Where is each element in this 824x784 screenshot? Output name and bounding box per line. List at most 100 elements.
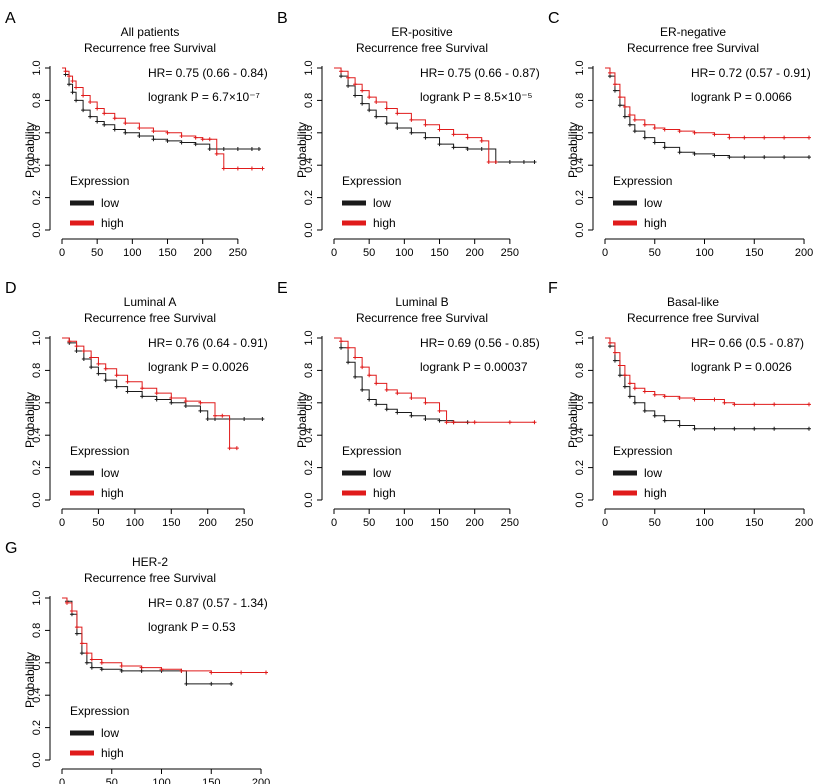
censor-mark-low xyxy=(367,108,372,113)
chart-title: HER-2 xyxy=(132,555,168,569)
legend-label-low: low xyxy=(101,726,119,740)
censor-mark-low xyxy=(74,631,79,636)
x-tick-label: 0 xyxy=(602,517,608,529)
censor-mark-low xyxy=(140,394,145,399)
censor-mark-low xyxy=(521,159,526,164)
censor-mark-high xyxy=(165,130,170,135)
censor-mark-low xyxy=(617,373,622,378)
censor-mark-high xyxy=(367,95,372,100)
x-tick-label: 150 xyxy=(162,517,180,529)
legend-title: Expression xyxy=(70,444,129,458)
censor-mark-low xyxy=(96,371,101,376)
censor-mark-high xyxy=(762,135,767,140)
x-tick-label: 0 xyxy=(59,777,65,784)
survival-curve-high xyxy=(334,337,535,423)
censor-mark-high xyxy=(472,420,477,425)
censor-mark-high xyxy=(722,400,727,405)
panel-c: C ER-negative Recurrence free Survival HR= … xyxy=(548,10,813,259)
y-tick-label: 0.0 xyxy=(574,492,586,507)
censor-mark-low xyxy=(67,82,72,87)
chart-subtitle: Recurrence free Survival xyxy=(84,571,216,585)
survival-curve-low xyxy=(62,337,263,420)
x-tick-label: 150 xyxy=(430,517,448,529)
hazard-ratio-label: HR= 0.72 (0.57 - 0.91) xyxy=(691,66,811,80)
censor-mark-low xyxy=(437,418,442,423)
censor-mark-low xyxy=(123,130,128,135)
censor-mark-low xyxy=(353,374,358,379)
censor-mark-low xyxy=(712,153,717,158)
censor-mark-high xyxy=(662,394,667,399)
censor-mark-low xyxy=(235,147,240,151)
censor-mark-high xyxy=(353,355,358,360)
censor-mark-low xyxy=(652,413,657,418)
x-tick-label: 150 xyxy=(430,247,448,259)
x-tick-label: 100 xyxy=(395,247,413,259)
y-tick-label: 0.6 xyxy=(303,395,315,410)
x-tick-label: 200 xyxy=(194,247,212,259)
censor-mark-low xyxy=(353,93,358,98)
panel-letter: G xyxy=(5,540,17,557)
y-tick-label: 0.8 xyxy=(303,363,315,378)
x-tick-label: 50 xyxy=(106,777,118,784)
censor-mark-low xyxy=(423,417,428,421)
censor-mark-high xyxy=(622,104,627,109)
censor-mark-low xyxy=(360,101,365,106)
x-tick-label: 100 xyxy=(123,247,141,259)
censor-mark-low xyxy=(229,681,234,686)
x-tick-label: 250 xyxy=(501,247,519,259)
censor-mark-high xyxy=(493,159,498,164)
censor-mark-high xyxy=(627,112,632,117)
censor-mark-high xyxy=(437,127,442,132)
y-tick-label: 0.2 xyxy=(303,460,315,475)
censor-mark-high xyxy=(677,129,682,134)
censor-mark-high xyxy=(374,381,379,386)
censor-mark-high xyxy=(395,111,400,116)
y-tick-label: 1.0 xyxy=(574,330,586,345)
censor-mark-high xyxy=(507,420,512,425)
y-tick-label: 0.6 xyxy=(303,125,315,140)
censor-mark-high xyxy=(742,135,747,140)
censor-mark-high xyxy=(207,137,212,142)
panel-a: A All patients Recurrence free Survival HR=… xyxy=(5,10,268,259)
censor-mark-high xyxy=(374,100,379,105)
censor-mark-low xyxy=(752,426,757,431)
censor-mark-high xyxy=(807,135,811,140)
censor-mark-high xyxy=(198,400,203,405)
censor-mark-low xyxy=(184,681,189,686)
x-tick-label: 0 xyxy=(331,247,337,259)
hazard-ratio-label: HR= 0.66 (0.5 - 0.87) xyxy=(691,336,804,350)
y-tick-label: 0.0 xyxy=(303,492,315,507)
censor-mark-high xyxy=(395,391,400,396)
censor-mark-high xyxy=(353,82,358,87)
censor-mark-low xyxy=(437,142,442,147)
censor-mark-low xyxy=(74,98,79,103)
survival-curve-low xyxy=(605,67,809,158)
survival-curve-high xyxy=(605,67,809,139)
censor-mark-high xyxy=(63,69,68,74)
censor-mark-high xyxy=(112,116,117,121)
censor-mark-high xyxy=(360,88,365,93)
censor-mark-low xyxy=(137,134,142,139)
censor-mark-high xyxy=(79,641,84,646)
censor-mark-high xyxy=(479,138,484,143)
legend-title: Expression xyxy=(613,174,672,188)
y-tick-label: 0.4 xyxy=(31,158,43,173)
censor-mark-low xyxy=(119,668,124,673)
y-tick-label: 0.2 xyxy=(31,720,43,735)
censor-mark-low xyxy=(205,417,210,421)
censor-mark-high xyxy=(367,373,372,378)
survival-curve-low xyxy=(62,67,259,150)
censor-mark-low xyxy=(617,103,622,108)
censor-mark-low xyxy=(384,121,389,126)
y-tick-label: 0.4 xyxy=(31,688,43,703)
x-tick-label: 150 xyxy=(202,777,220,784)
x-tick-label: 250 xyxy=(501,517,519,529)
censor-mark-low xyxy=(652,140,657,145)
x-tick-label: 200 xyxy=(199,517,217,529)
censor-mark-high xyxy=(451,420,456,425)
legend-label-high: high xyxy=(101,746,124,760)
x-tick-label: 50 xyxy=(649,247,661,259)
censor-mark-low xyxy=(95,119,100,124)
censor-mark-high xyxy=(139,665,144,670)
censor-mark-low xyxy=(642,135,647,140)
